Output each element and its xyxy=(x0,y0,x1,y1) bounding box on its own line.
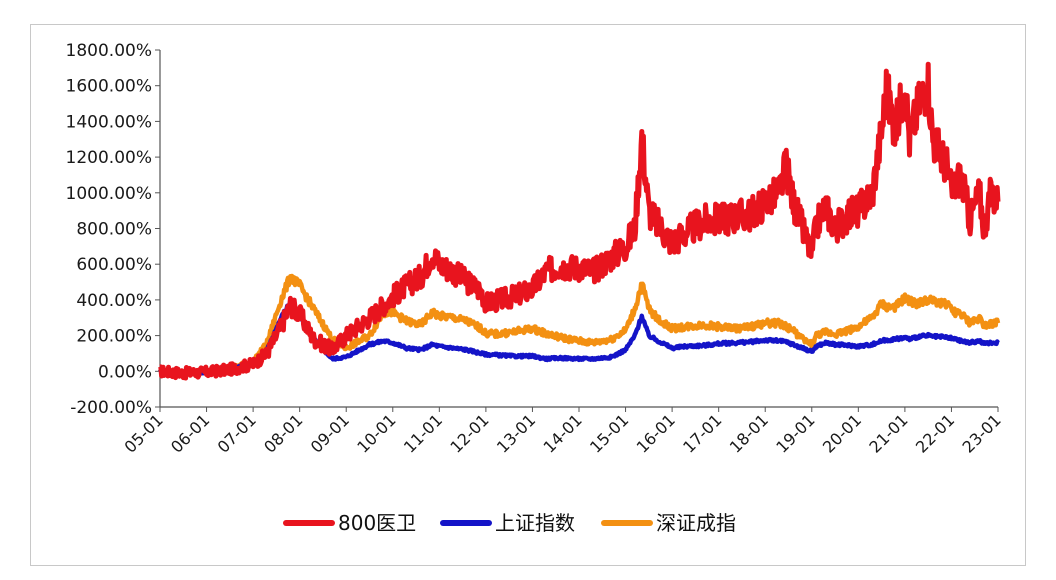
x-tick-label: 16-01 xyxy=(633,410,679,456)
legend-label-0: 800医卫 xyxy=(338,511,416,535)
y-tick-label: 400.00% xyxy=(76,291,152,311)
x-tick-label: 10-01 xyxy=(353,410,399,456)
legend-label-1: 上证指数 xyxy=(495,511,575,535)
x-tick-label: 11-01 xyxy=(400,410,446,456)
x-tick-label: 23-01 xyxy=(959,410,1005,456)
y-tick-label: 1000.00% xyxy=(66,184,152,204)
series-line-0 xyxy=(158,61,1001,381)
x-tick-label: 22-01 xyxy=(912,410,958,456)
x-tick-label: 21-01 xyxy=(865,410,911,456)
y-tick-label: 1200.00% xyxy=(66,148,152,168)
y-tick-label: 600.00% xyxy=(76,255,152,275)
x-tick-label: 13-01 xyxy=(493,410,539,456)
x-tick-label: 18-01 xyxy=(726,410,772,456)
series-line-2 xyxy=(157,273,1001,378)
x-tick-label: 20-01 xyxy=(819,410,865,456)
x-tick-label: 09-01 xyxy=(307,410,353,456)
x-tick-label: 17-01 xyxy=(679,410,725,456)
y-tick-label: 0.00% xyxy=(98,362,152,382)
x-tick-label: 14-01 xyxy=(540,410,586,456)
y-tick-label: 200.00% xyxy=(76,327,152,347)
legend-label-2: 深证成指 xyxy=(656,511,736,535)
y-tick-label: 1600.00% xyxy=(66,77,152,97)
x-tick-label: 12-01 xyxy=(446,410,492,456)
x-tick-label: 19-01 xyxy=(772,410,818,456)
y-tick-label: 1800.00% xyxy=(66,41,152,61)
y-tick-label: 800.00% xyxy=(76,220,152,240)
x-tick-label: 07-01 xyxy=(214,410,260,456)
y-tick-label: -200.00% xyxy=(70,398,152,418)
y-tick-label: 1400.00% xyxy=(66,112,152,132)
x-tick-label: 06-01 xyxy=(167,410,213,456)
x-tick-label: 08-01 xyxy=(260,410,306,456)
x-tick-label: 15-01 xyxy=(586,410,632,456)
